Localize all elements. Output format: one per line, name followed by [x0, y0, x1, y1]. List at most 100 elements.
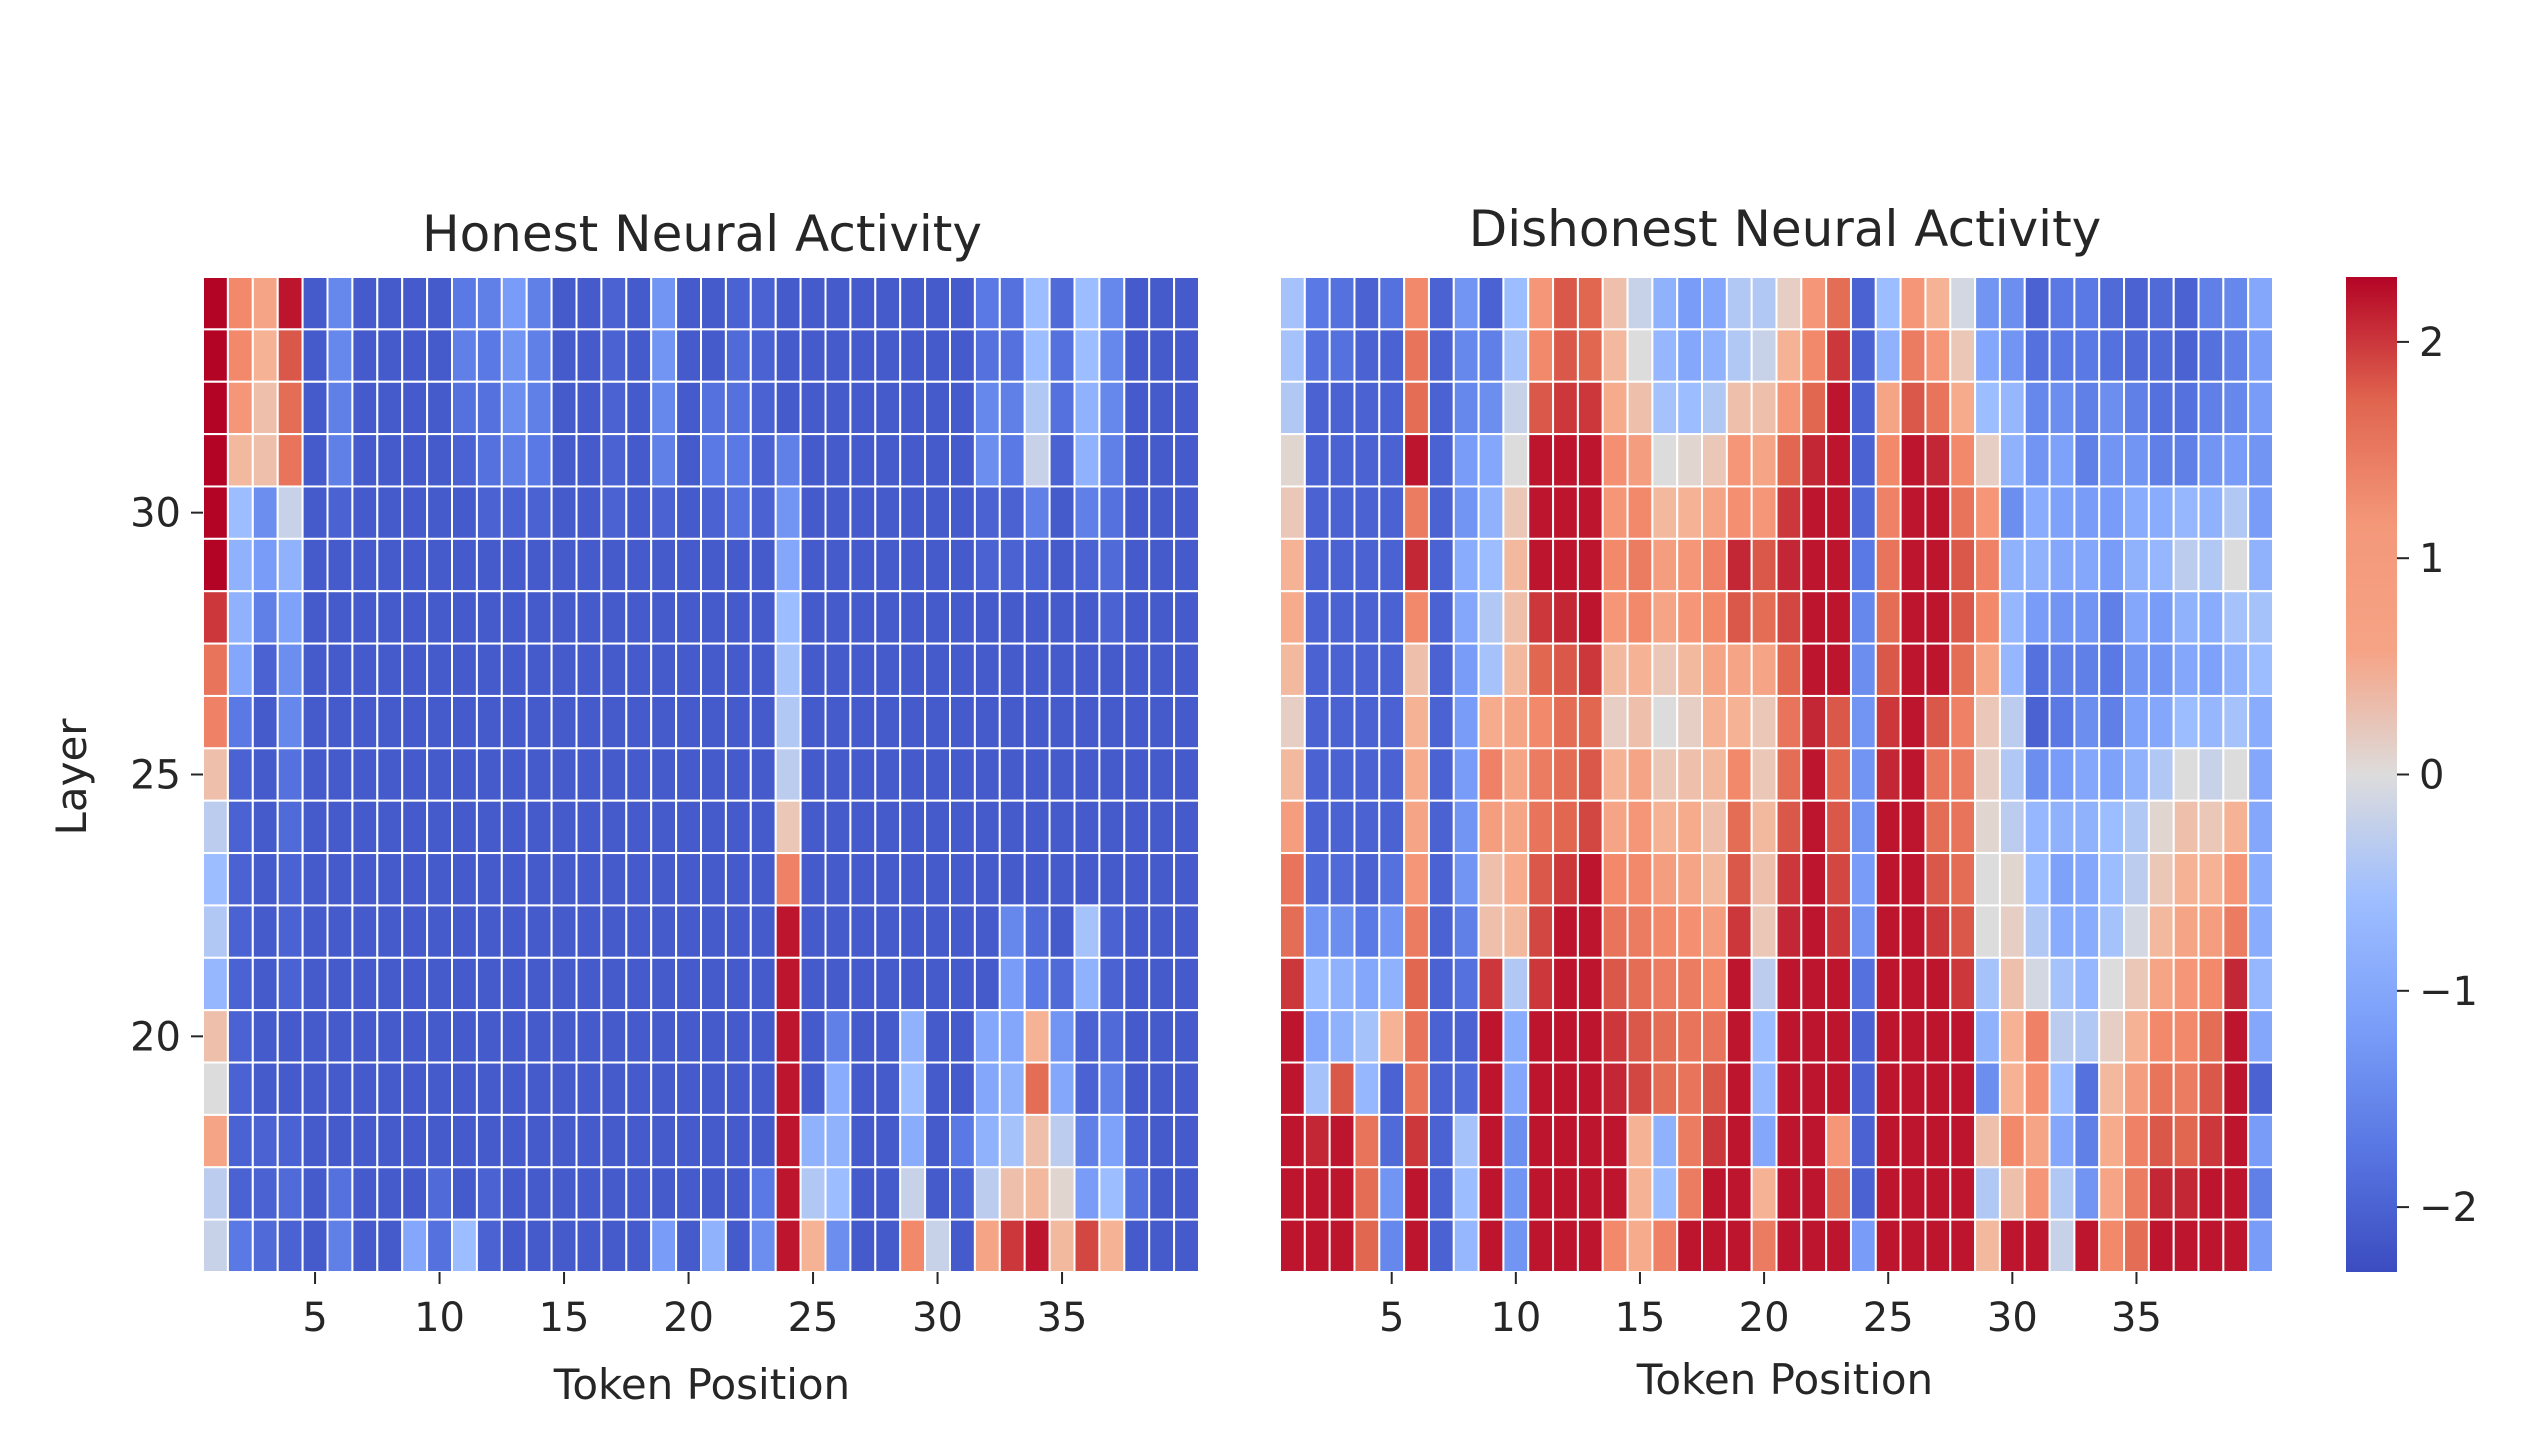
heatmap-cell: [1899, 433, 1927, 488]
heatmap-cell: [1576, 485, 1604, 540]
heatmap-cell: [1601, 799, 1629, 855]
heatmap-cell: [1800, 1009, 1828, 1064]
heatmap-cell: [799, 747, 827, 802]
heatmap-cell: [1098, 276, 1126, 331]
heatmap-cell: [525, 799, 553, 855]
heatmap-cell: [1502, 590, 1530, 645]
y-tick-label: 20: [130, 1014, 181, 1060]
heatmap-cell: [2247, 747, 2274, 802]
heatmap-cell: [1775, 956, 1803, 1012]
heatmap-cell: [1750, 276, 1778, 331]
heatmap-cell: [1452, 642, 1480, 697]
heatmap-cell: [2098, 1166, 2126, 1221]
heatmap-cell: [1048, 1218, 1076, 1274]
heatmap-cell: [924, 485, 951, 540]
heatmap-cell: [625, 1166, 653, 1221]
heatmap-cell: [949, 537, 976, 593]
heatmap-cell: [1725, 485, 1753, 540]
heatmap-cell: [326, 852, 354, 907]
x-tick-label: 5: [1379, 1295, 1404, 1341]
heatmap-cell: [1502, 1061, 1530, 1116]
heatmap-cell: [700, 694, 727, 750]
heatmap-cell: [2073, 642, 2101, 697]
heatmap-cell: [1123, 799, 1151, 855]
heatmap-cell: [2247, 1218, 2274, 1274]
heatmap-cell: [401, 642, 429, 697]
heatmap-cell: [202, 1218, 229, 1274]
x-tick-label: 25: [1863, 1295, 1914, 1341]
heatmap-cell: [1279, 485, 1306, 540]
heatmap-cell: [2098, 1218, 2126, 1274]
heatmap-cell: [2247, 433, 2274, 488]
heatmap-cell: [600, 1166, 628, 1221]
heatmap-cell: [1527, 1113, 1555, 1169]
heatmap-cell: [1626, 1113, 1654, 1169]
heatmap-cell: [575, 537, 603, 593]
heatmap-cell: [874, 485, 902, 540]
heatmap-cell: [1949, 276, 1977, 331]
heatmap-cell: [1452, 276, 1480, 331]
heatmap-cell: [500, 433, 528, 488]
heatmap-cell: [500, 852, 528, 907]
heatmap-cell: [1552, 1061, 1579, 1116]
heatmap-cell: [924, 1113, 951, 1169]
heatmap-cell: [1427, 485, 1455, 540]
heatmap-cell: [1303, 956, 1331, 1012]
heatmap-cell: [1775, 1166, 1803, 1221]
honest-x-ticks: 5 10 15 20 25 30 35: [302, 1272, 1088, 1341]
heatmap-cell: [1148, 380, 1176, 436]
heatmap-cell: [1452, 956, 1480, 1012]
heatmap-cell: [724, 1218, 752, 1274]
heatmap-cell: [2197, 1009, 2225, 1064]
heatmap-cell: [1123, 433, 1151, 488]
heatmap-cell: [500, 537, 528, 593]
heatmap-cell: [849, 1218, 877, 1274]
heatmap-cell: [351, 904, 379, 959]
heatmap-cell: [1403, 1218, 1430, 1274]
heatmap-cell: [973, 276, 1001, 331]
heatmap-cell: [899, 1166, 927, 1221]
heatmap-cell: [1353, 852, 1381, 907]
heatmap-cell: [1899, 1218, 1927, 1274]
heatmap-cell: [1874, 904, 1902, 959]
heatmap-cell: [899, 799, 927, 855]
heatmap-cell: [600, 485, 628, 540]
heatmap-cell: [1701, 852, 1728, 907]
heatmap-cell: [2023, 537, 2051, 593]
heatmap-cell: [2247, 1061, 2274, 1116]
heatmap-cell: [824, 904, 852, 959]
heatmap-cell: [1123, 1218, 1151, 1274]
heatmap-cell: [1676, 1218, 1704, 1274]
heatmap-cell: [1552, 799, 1579, 855]
heatmap-cell: [774, 799, 802, 855]
heatmap-cell: [276, 747, 304, 802]
heatmap-cell: [550, 380, 578, 436]
heatmap-cell: [675, 1218, 702, 1274]
heatmap-cell: [1123, 537, 1151, 593]
heatmap-cell: [1148, 642, 1176, 697]
heatmap-cell: [1775, 799, 1803, 855]
heatmap-cell: [525, 380, 553, 436]
heatmap-cell: [774, 642, 802, 697]
heatmap-cell: [1098, 904, 1126, 959]
heatmap-cell: [2147, 904, 2175, 959]
heatmap-cell: [1279, 590, 1306, 645]
heatmap-cell: [1502, 380, 1530, 436]
heatmap-cell: [1626, 590, 1654, 645]
heatmap-cell: [899, 276, 927, 331]
heatmap-cell: [799, 590, 827, 645]
heatmap-cell: [351, 1218, 379, 1274]
heatmap-cell: [1601, 590, 1629, 645]
heatmap-cell: [475, 1113, 503, 1169]
heatmap-cell: [675, 328, 702, 383]
heatmap-cell: [575, 380, 603, 436]
heatmap-cell: [2172, 328, 2200, 383]
heatmap-cell: [2172, 1009, 2200, 1064]
heatmap-cell: [1403, 799, 1430, 855]
heatmap-cell: [351, 747, 379, 802]
heatmap-cell: [799, 433, 827, 488]
heatmap-cell: [202, 904, 229, 959]
heatmap-cell: [226, 1113, 254, 1169]
heatmap-cell: [1073, 1009, 1101, 1064]
heatmap-cell: [1452, 1061, 1480, 1116]
